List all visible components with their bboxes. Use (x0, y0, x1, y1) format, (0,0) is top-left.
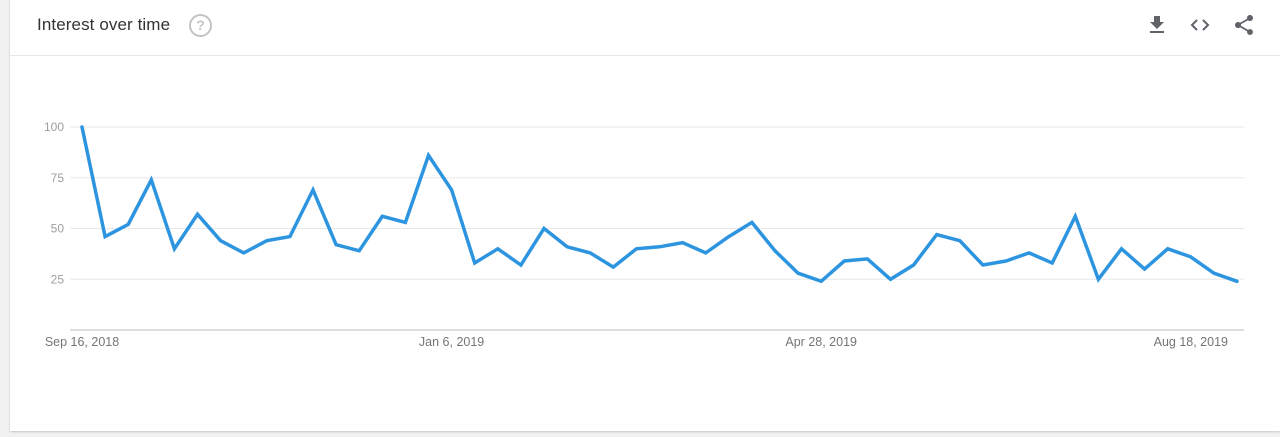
y-tick-label: 25 (51, 272, 65, 286)
y-tick-label: 50 (51, 222, 65, 236)
card-title: Interest over time (37, 15, 171, 34)
x-tick-label: Apr 28, 2019 (785, 335, 857, 349)
x-tick-label: Sep 16, 2018 (45, 335, 119, 349)
interest-over-time-card: Interest over time ? 25 50 75 100 Sep 16, 20… (10, 0, 1280, 431)
card-header: Interest over time ? (10, 0, 1280, 56)
download-icon[interactable] (1145, 13, 1169, 37)
series-line (80, 125, 1239, 284)
line-chart: 25 50 75 100 Sep 16, 2018 Jan 6, 2019 Apr 28, … (44, 120, 1244, 349)
share-icon[interactable] (1232, 13, 1256, 37)
y-tick-label: 100 (44, 120, 64, 134)
x-tick-label: Aug 18, 2019 (1154, 335, 1228, 349)
help-icon[interactable]: ? (189, 14, 212, 37)
y-tick-label: 75 (51, 171, 65, 185)
embed-code-icon[interactable] (1188, 13, 1212, 37)
x-tick-label: Jan 6, 2019 (419, 335, 484, 349)
